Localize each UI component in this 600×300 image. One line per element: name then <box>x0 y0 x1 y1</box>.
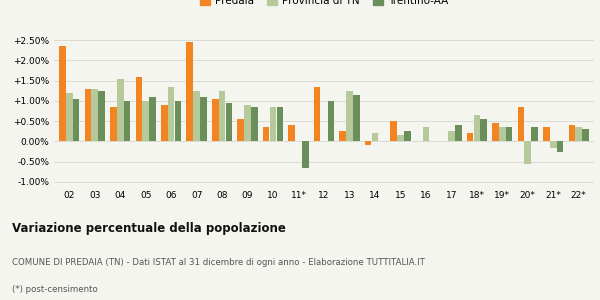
Bar <box>168 87 175 141</box>
Bar <box>422 127 429 141</box>
Bar <box>124 101 130 141</box>
Bar <box>66 93 73 141</box>
Bar <box>73 99 79 141</box>
Bar <box>314 87 320 141</box>
Text: Variazione percentuale della popolazione: Variazione percentuale della popolazione <box>12 222 286 235</box>
Bar <box>492 123 499 141</box>
Bar <box>59 46 66 141</box>
Bar <box>149 97 156 141</box>
Bar <box>557 141 563 152</box>
Bar <box>219 91 226 141</box>
Bar <box>448 131 455 141</box>
Legend: Predaia, Provincia di TN, Trentino-AA: Predaia, Provincia di TN, Trentino-AA <box>196 0 452 10</box>
Bar <box>404 131 410 141</box>
Text: COMUNE DI PREDAIA (TN) - Dati ISTAT al 31 dicembre di ogni anno - Elaborazione T: COMUNE DI PREDAIA (TN) - Dati ISTAT al 3… <box>12 258 425 267</box>
Bar <box>346 91 353 141</box>
Bar <box>473 115 480 141</box>
Bar <box>226 103 232 141</box>
Text: (*) post-censimento: (*) post-censimento <box>12 285 98 294</box>
Bar <box>397 135 404 141</box>
Bar <box>518 107 524 141</box>
Bar <box>532 127 538 141</box>
Bar <box>499 127 506 141</box>
Bar <box>244 105 251 141</box>
Bar <box>481 119 487 141</box>
Bar <box>524 141 531 164</box>
Bar <box>582 129 589 141</box>
Bar <box>339 131 346 141</box>
Bar <box>365 141 371 146</box>
Bar <box>569 125 575 141</box>
Bar <box>371 133 378 141</box>
Bar <box>212 99 218 141</box>
Bar <box>187 42 193 141</box>
Bar <box>142 101 149 141</box>
Bar <box>550 141 557 148</box>
Bar <box>506 127 512 141</box>
Bar <box>277 107 283 141</box>
Bar <box>136 76 142 141</box>
Bar <box>85 89 91 141</box>
Bar <box>161 105 167 141</box>
Bar <box>251 107 258 141</box>
Bar <box>302 141 309 168</box>
Bar <box>200 97 207 141</box>
Bar <box>117 79 124 141</box>
Bar <box>98 91 105 141</box>
Bar <box>353 95 359 141</box>
Bar <box>263 127 269 141</box>
Bar <box>91 89 98 141</box>
Bar <box>575 127 582 141</box>
Bar <box>238 119 244 141</box>
Bar <box>270 107 277 141</box>
Bar <box>110 107 116 141</box>
Bar <box>455 125 461 141</box>
Bar <box>193 91 200 141</box>
Bar <box>543 127 550 141</box>
Bar <box>175 101 181 141</box>
Bar <box>328 101 334 141</box>
Bar <box>467 133 473 141</box>
Bar <box>289 125 295 141</box>
Bar <box>390 121 397 141</box>
